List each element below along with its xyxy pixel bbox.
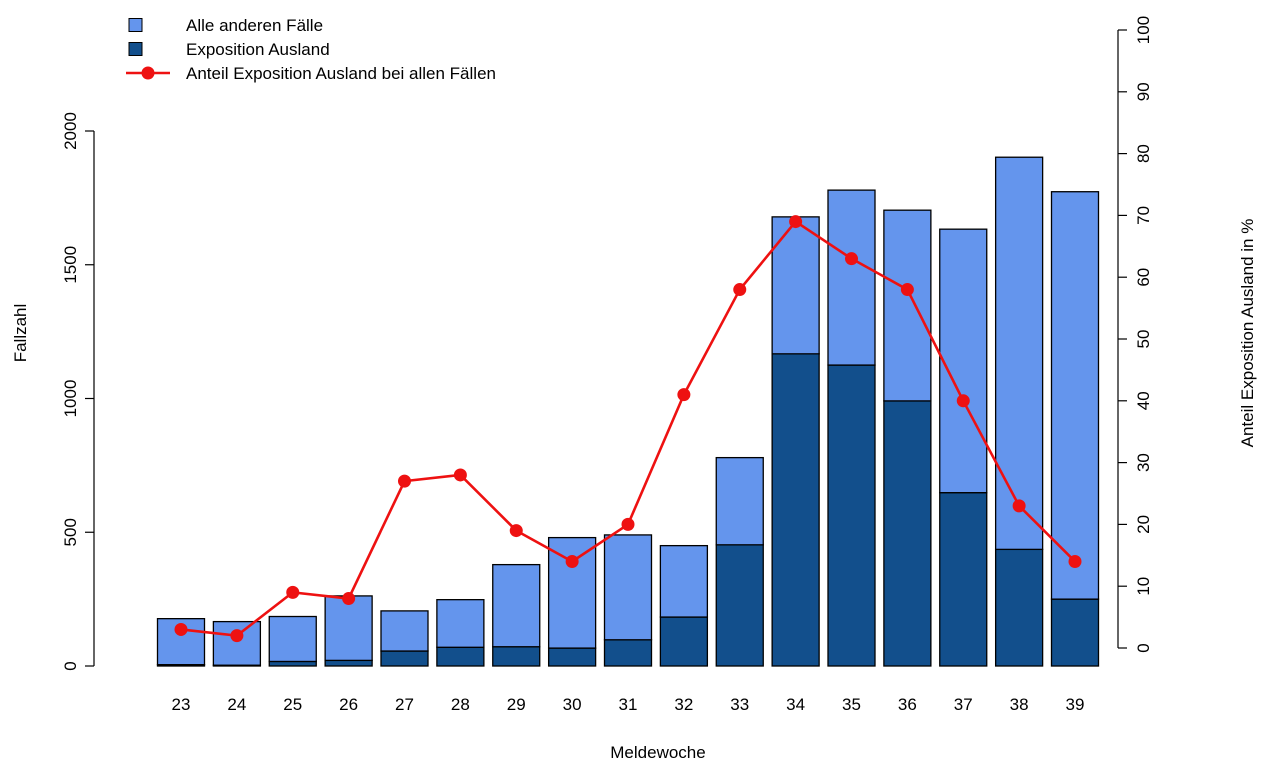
axes-layer: 0 500 1000 1500 2000 0 10 20 30 40 50 60 70 80 90 100 23… (61, 16, 1153, 714)
x-tick-label-39: 39 (1066, 695, 1085, 714)
line-point-39 (1068, 554, 1082, 568)
x-tick-label-33: 33 (730, 695, 749, 714)
bar-exposition-ausland-28 (436, 646, 485, 667)
y2-axis-title: Anteil Exposition Ausland in % (1238, 219, 1257, 448)
line-point-33 (733, 283, 747, 297)
x-tick-label-31: 31 (619, 695, 638, 714)
y-tick-label-1000: 1000 (61, 380, 80, 418)
x-axis-title: Meldewoche (610, 743, 705, 762)
bar-alle-anderen-32 (659, 544, 709, 618)
bar-exposition-ausland-34 (771, 353, 820, 667)
bar-exposition-ausland-35 (827, 364, 876, 667)
bar-alle-anderen-30 (547, 536, 597, 649)
y2-tick-label-0: 0 (1134, 643, 1153, 652)
y2-tick-label-20: 20 (1134, 515, 1153, 534)
line-point-24 (230, 629, 244, 643)
x-tick-label-30: 30 (563, 695, 582, 714)
bar-alle-anderen-34 (771, 216, 820, 355)
y2-tick-label-80: 80 (1134, 144, 1153, 163)
bar-exposition-ausland-26 (324, 659, 373, 667)
x-tick-label-28: 28 (451, 695, 470, 714)
line-point-36 (900, 283, 914, 297)
x-tick-label-29: 29 (507, 695, 526, 714)
bar-exposition-ausland-29 (492, 646, 541, 667)
line-point-35 (845, 252, 858, 266)
x-tick-label-36: 36 (898, 695, 917, 714)
bar-alle-anderen-29 (492, 563, 541, 648)
bars-layer (156, 156, 1100, 667)
bar-exposition-ausland-39 (1050, 598, 1100, 667)
bar-alle-anderen-39 (1050, 191, 1100, 600)
line-point-34 (789, 215, 803, 229)
x-tick-label-25: 25 (283, 695, 302, 714)
x-tick-label-32: 32 (674, 695, 693, 714)
line-point-23 (174, 622, 188, 636)
legend-label-2: Anteil Exposition Ausland bei allen Fäll… (186, 64, 496, 83)
line-point-25 (286, 585, 300, 599)
bar-exposition-ausland-30 (547, 647, 597, 667)
bar-alle-anderen-25 (268, 615, 317, 663)
x-tick-label-37: 37 (954, 695, 973, 714)
x-tick-label-38: 38 (1010, 695, 1029, 714)
line-point-28 (453, 468, 467, 482)
bar-alle-anderen-33 (715, 456, 764, 546)
x-tick-label-35: 35 (842, 695, 861, 714)
y-tick-label-500: 500 (61, 518, 80, 546)
x-tick-label-26: 26 (339, 695, 358, 714)
legend-label-0: Alle anderen Fälle (186, 16, 323, 35)
y2-tick-label-100: 100 (1134, 16, 1153, 44)
bar-alle-anderen-26 (324, 595, 373, 662)
y2-tick-label-50: 50 (1134, 330, 1153, 349)
line-point-27 (398, 474, 411, 488)
line-point-32 (677, 388, 691, 402)
bar-alle-anderen-27 (380, 610, 429, 652)
y-tick-label-1500: 1500 (61, 246, 80, 284)
y2-tick-label-70: 70 (1134, 206, 1153, 225)
y2-tick-label-10: 10 (1134, 577, 1153, 596)
x-tick-label-34: 34 (786, 695, 805, 714)
bar-exposition-ausland-32 (659, 616, 709, 667)
y2-tick-label-60: 60 (1134, 268, 1153, 287)
line-point-26 (342, 592, 356, 606)
bar-alle-anderen-38 (994, 156, 1044, 551)
x-tick-label-27: 27 (395, 695, 414, 714)
bar-alle-anderen-24 (212, 620, 262, 666)
line-point-30 (565, 554, 579, 568)
bar-alle-anderen-28 (436, 599, 485, 648)
legend-label-1: Exposition Ausland (186, 40, 330, 59)
line-point-31 (621, 517, 635, 531)
bar-exposition-ausland-33 (715, 544, 764, 667)
x-tick-label-24: 24 (227, 695, 246, 714)
bar-exposition-ausland-27 (380, 650, 429, 667)
y2-tick-label-30: 30 (1134, 453, 1153, 472)
legend: Alle anderen Fälle Exposition Ausland Ante… (126, 16, 496, 83)
line-point-37 (956, 394, 970, 408)
line-layer (174, 215, 1082, 643)
legend-point-swatch (141, 66, 155, 80)
y2-tick-label-90: 90 (1134, 82, 1153, 101)
bar-exposition-ausland-37 (939, 492, 988, 667)
y-axis-title: Fallzahl (11, 304, 30, 363)
y2-tick-label-40: 40 (1134, 391, 1153, 410)
bar-alle-anderen-31 (603, 534, 653, 641)
bar-exposition-ausland-38 (994, 548, 1044, 667)
y-tick-label-2000: 2000 (61, 112, 80, 150)
y-tick-label-0: 0 (61, 661, 80, 670)
line-point-29 (509, 524, 523, 538)
bar-alle-anderen-36 (883, 209, 932, 402)
bar-alle-anderen-23 (156, 618, 206, 666)
bar-exposition-ausland-25 (268, 660, 317, 667)
bar-exposition-ausland-36 (883, 400, 932, 667)
line-point-38 (1012, 499, 1026, 513)
bar-exposition-ausland-31 (603, 639, 653, 667)
bar-alle-anderen-37 (939, 228, 988, 494)
legend-swatch-0 (128, 18, 143, 32)
bar-alle-anderen-35 (827, 189, 876, 366)
legend-swatch-1 (128, 42, 143, 56)
x-tick-label-23: 23 (172, 695, 191, 714)
